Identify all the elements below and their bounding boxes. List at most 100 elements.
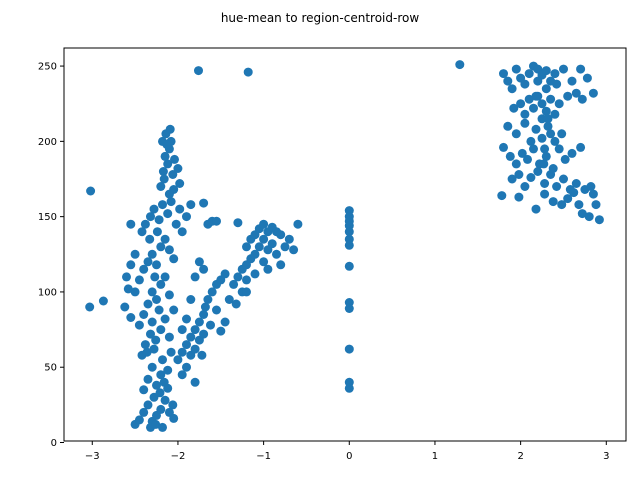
data-point-252 xyxy=(540,189,550,199)
data-point-253 xyxy=(548,197,558,207)
x-tick-label-3: 0 xyxy=(346,451,352,462)
data-point-62 xyxy=(152,260,161,270)
data-point-171 xyxy=(280,242,290,252)
data-point-227 xyxy=(511,159,521,169)
data-point-264 xyxy=(586,182,596,191)
data-point-141 xyxy=(190,272,200,282)
data-point-218 xyxy=(520,118,530,128)
data-point-147 xyxy=(233,218,243,228)
x-tick-label-4: 1 xyxy=(432,451,438,462)
data-point-49 xyxy=(139,310,149,319)
x-tick-label-0: −3 xyxy=(85,451,100,462)
data-point-234 xyxy=(554,144,564,154)
data-point-251 xyxy=(531,204,541,214)
data-point-56 xyxy=(169,305,179,315)
data-point-1 xyxy=(85,302,95,312)
data-point-3 xyxy=(122,272,131,282)
data-point-69 xyxy=(146,212,155,222)
data-point-21 xyxy=(344,383,354,393)
data-point-66 xyxy=(169,254,179,264)
data-point-270 xyxy=(531,91,541,101)
data-point-130 xyxy=(207,287,217,297)
data-point-190 xyxy=(524,69,534,79)
data-point-226 xyxy=(505,151,515,161)
data-point-238 xyxy=(507,174,517,184)
data-point-146 xyxy=(212,216,221,226)
data-point-93 xyxy=(147,317,157,327)
data-point-199 xyxy=(576,64,586,74)
data-point-136 xyxy=(206,320,215,330)
data-point-60 xyxy=(143,257,153,267)
data-point-209 xyxy=(541,106,551,116)
data-point-6 xyxy=(194,66,203,76)
data-point-73 xyxy=(163,209,173,219)
y-tick-label-3: 150 xyxy=(38,212,57,223)
data-point-138 xyxy=(182,314,191,324)
data-point-117 xyxy=(182,340,191,350)
data-point-37 xyxy=(156,370,166,380)
data-point-140 xyxy=(177,325,187,335)
data-point-85 xyxy=(151,419,161,429)
data-point-257 xyxy=(574,200,584,210)
data-point-97 xyxy=(168,400,178,410)
data-point-203 xyxy=(516,99,526,109)
data-point-86 xyxy=(158,422,167,432)
data-point-166 xyxy=(259,219,269,229)
data-point-8 xyxy=(455,60,465,70)
data-point-90 xyxy=(150,272,160,282)
data-point-201 xyxy=(588,88,598,98)
data-point-245 xyxy=(552,182,562,191)
data-point-225 xyxy=(499,142,508,152)
data-point-51 xyxy=(147,287,157,297)
data-point-16 xyxy=(344,261,354,271)
data-point-91 xyxy=(145,234,155,244)
data-point-242 xyxy=(533,167,543,176)
data-point-121 xyxy=(199,310,209,319)
data-point-127 xyxy=(199,329,209,339)
data-point-162 xyxy=(242,242,251,252)
y-tick-label-2: 100 xyxy=(38,287,57,298)
data-point-25 xyxy=(143,400,153,410)
data-point-198 xyxy=(567,76,577,86)
data-point-33 xyxy=(139,385,149,395)
data-point-109 xyxy=(173,164,183,173)
data-point-129 xyxy=(203,295,213,304)
y-tick-label-0: 0 xyxy=(51,438,57,449)
data-point-45 xyxy=(156,325,166,335)
data-point-200 xyxy=(582,73,592,83)
data-point-92 xyxy=(152,227,162,237)
data-point-133 xyxy=(220,269,230,279)
data-point-197 xyxy=(559,64,568,74)
data-point-76 xyxy=(175,204,185,214)
data-point-258 xyxy=(577,209,587,219)
data-point-39 xyxy=(163,365,173,375)
data-point-271 xyxy=(552,79,562,89)
data-point-243 xyxy=(540,179,550,188)
data-point-137 xyxy=(212,305,221,315)
data-point-221 xyxy=(537,133,547,143)
data-point-114 xyxy=(164,189,174,199)
data-point-159 xyxy=(259,234,269,244)
data-point-24 xyxy=(139,407,149,417)
data-point-55 xyxy=(164,290,174,300)
data-point-261 xyxy=(588,189,598,199)
data-point-5 xyxy=(126,313,136,322)
data-point-54 xyxy=(160,272,170,282)
data-point-7 xyxy=(243,67,253,77)
data-point-187 xyxy=(511,64,521,74)
data-point-77 xyxy=(177,227,187,237)
data-point-70 xyxy=(149,204,159,214)
data-point-118 xyxy=(186,332,196,342)
data-point-74 xyxy=(166,197,176,207)
data-point-94 xyxy=(155,388,165,398)
data-point-30 xyxy=(160,395,170,405)
data-point-211 xyxy=(550,109,560,119)
data-point-239 xyxy=(514,170,524,179)
data-point-237 xyxy=(576,142,586,152)
data-point-2 xyxy=(98,296,108,306)
data-point-269 xyxy=(540,144,550,154)
data-point-262 xyxy=(591,200,601,210)
data-point-208 xyxy=(537,99,547,109)
y-tick-label-4: 200 xyxy=(38,137,57,148)
data-point-142 xyxy=(194,257,204,267)
